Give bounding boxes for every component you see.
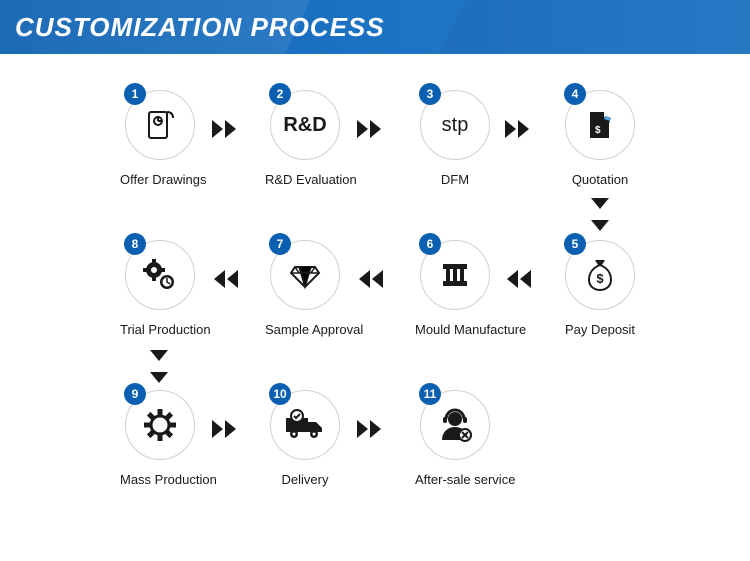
step-circle: 2 R&D <box>270 90 340 160</box>
step-badge: 4 <box>564 83 586 105</box>
arrow-down-icon <box>150 350 168 394</box>
arrow-right-icon <box>357 120 383 138</box>
gears-icon <box>141 256 179 294</box>
step-label: Delivery <box>265 472 345 487</box>
step-3: 3 stp DFM <box>415 90 495 187</box>
arrow-right-icon <box>357 420 383 438</box>
step-11: 11 After-sale service <box>415 390 495 487</box>
arrow-left-icon <box>357 270 383 288</box>
step-6: 6 Mould Manufacture <box>415 240 495 337</box>
step-1: 1 Offer Drawings <box>120 90 200 187</box>
step-badge: 6 <box>419 233 441 255</box>
moneybag-icon: $ <box>583 256 617 294</box>
stp-text-icon: stp <box>442 114 469 137</box>
mould-icon <box>438 258 472 292</box>
step-4: 4 $ Quotation <box>560 90 640 187</box>
step-label: After-sale service <box>415 472 495 487</box>
arrow-left-icon <box>505 270 531 288</box>
step-circle: 10 <box>270 390 340 460</box>
step-circle: 6 <box>420 240 490 310</box>
arrow-right-icon <box>212 120 238 138</box>
step-circle: 1 <box>125 90 195 160</box>
step-label: Pay Deposit <box>560 322 640 337</box>
step-label: Offer Drawings <box>120 172 200 187</box>
step-badge: 3 <box>419 83 441 105</box>
gear-icon <box>141 406 179 444</box>
step-badge: 8 <box>124 233 146 255</box>
drawing-icon <box>143 108 177 142</box>
step-label: DFM <box>415 172 495 187</box>
svg-text:$: $ <box>595 125 601 136</box>
arrow-down-icon <box>591 198 609 242</box>
step-badge: 10 <box>269 383 291 405</box>
rd-text-icon: R&D <box>283 114 326 137</box>
step-10: 10 Delivery <box>265 390 345 487</box>
support-icon <box>436 406 474 444</box>
step-label: R&D Evaluation <box>265 172 345 187</box>
step-label: Mass Production <box>120 472 200 487</box>
step-5: 5 $ Pay Deposit <box>560 240 640 337</box>
step-badge: 5 <box>564 233 586 255</box>
title-banner: CUSTOMIZATION PROCESS <box>0 0 750 54</box>
step-badge: 2 <box>269 83 291 105</box>
step-9: 9 Mass Production <box>120 390 200 487</box>
step-circle: 3 stp <box>420 90 490 160</box>
diamond-icon <box>287 257 323 293</box>
step-badge: 1 <box>124 83 146 105</box>
truck-icon <box>284 408 326 442</box>
page-title: CUSTOMIZATION PROCESS <box>15 12 385 43</box>
step-circle: 4 $ <box>565 90 635 160</box>
step-circle: 8 <box>125 240 195 310</box>
step-circle: 11 <box>420 390 490 460</box>
arrow-left-icon <box>212 270 238 288</box>
step-2: 2 R&D R&D Evaluation <box>265 90 345 187</box>
step-label: Mould Manufacture <box>415 322 495 337</box>
step-label: Quotation <box>560 172 640 187</box>
step-label: Trial Production <box>120 322 200 337</box>
step-badge: 11 <box>419 383 441 405</box>
arrow-right-icon <box>505 120 531 138</box>
step-circle: 5 $ <box>565 240 635 310</box>
step-7: 7 Sample Approval <box>265 240 345 337</box>
quote-icon: $ <box>583 108 617 142</box>
step-label: Sample Approval <box>265 322 345 337</box>
step-badge: 7 <box>269 233 291 255</box>
svg-text:$: $ <box>596 271 604 286</box>
step-badge: 9 <box>124 383 146 405</box>
step-8: 8 Trial Production <box>120 240 200 337</box>
step-circle: 7 <box>270 240 340 310</box>
step-circle: 9 <box>125 390 195 460</box>
arrow-right-icon <box>212 420 238 438</box>
